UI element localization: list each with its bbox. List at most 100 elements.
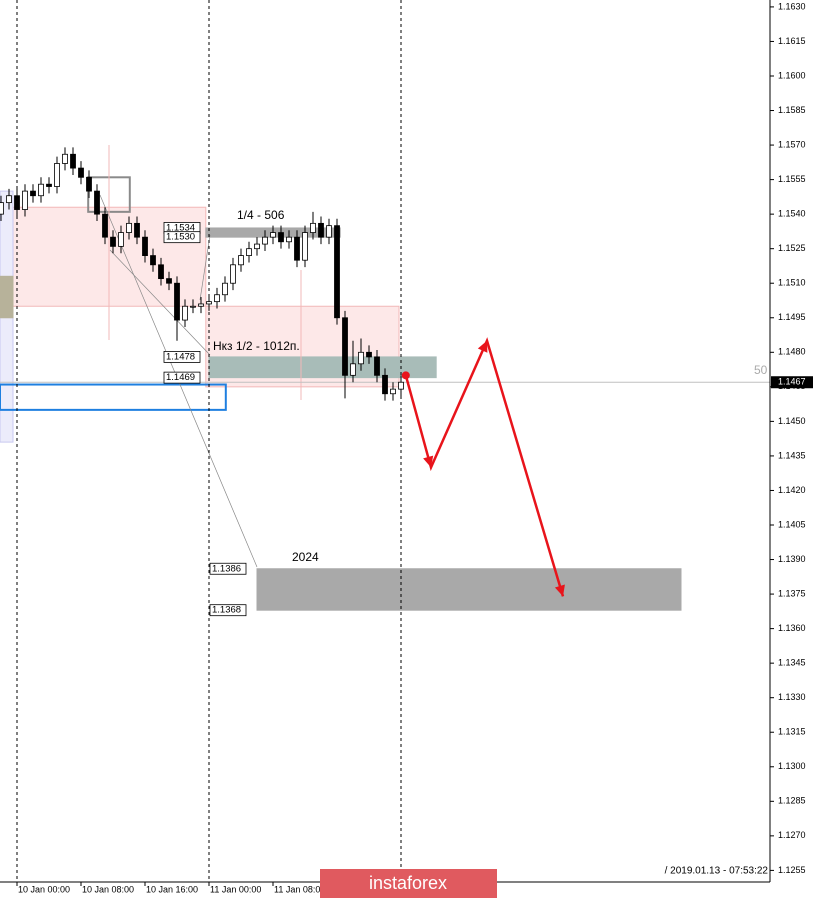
y-tick-label: 1.1450 <box>778 416 806 426</box>
candle-body <box>254 243 260 250</box>
candle-body <box>326 225 332 238</box>
candle-body <box>182 305 188 321</box>
candle-body <box>198 303 204 307</box>
arrowhead <box>554 584 565 597</box>
candle-body <box>94 190 100 215</box>
candle-body <box>78 167 84 178</box>
watermark: instaforex <box>369 873 447 893</box>
annotation: 50 <box>754 363 768 377</box>
price-label: 1.1469 <box>166 372 195 383</box>
candle-body <box>126 222 132 233</box>
candle-body <box>382 374 388 395</box>
y-tick-label: 1.1585 <box>778 105 806 115</box>
candle-body <box>150 255 156 266</box>
candle-body <box>206 301 212 305</box>
forecast-start <box>401 371 410 380</box>
trend-line <box>109 249 211 356</box>
y-tick-label: 1.1375 <box>778 588 806 598</box>
zone <box>0 383 227 411</box>
y-tick-label: 1.1315 <box>778 727 806 737</box>
current-price-label: 1.1467 <box>778 377 806 387</box>
candle-body <box>358 351 364 365</box>
y-tick-label: 1.1360 <box>778 623 806 633</box>
candle-body <box>6 195 12 204</box>
zone <box>256 568 682 611</box>
candle-body <box>190 305 196 308</box>
candle-body <box>278 232 284 243</box>
timestamp: / 2019.01.13 - 07:53:22 <box>665 866 769 877</box>
y-tick-label: 1.1555 <box>778 174 806 184</box>
y-tick-label: 1.1495 <box>778 312 806 322</box>
y-tick-label: 1.1270 <box>778 830 806 840</box>
candle-body <box>174 282 180 321</box>
annotation: 1/4 - 506 <box>237 208 285 222</box>
y-tick-label: 1.1285 <box>778 796 806 806</box>
y-tick-label: 1.1615 <box>778 36 806 46</box>
candle-body <box>350 363 356 376</box>
candle-body <box>118 232 124 247</box>
candle-body <box>390 388 396 395</box>
price-label-box <box>209 604 247 617</box>
candle-body <box>22 190 28 210</box>
y-tick-label: 1.1405 <box>778 519 806 529</box>
candle-body <box>222 282 228 296</box>
candle-body <box>46 183 52 187</box>
candle-body <box>366 351 372 358</box>
arrowhead <box>477 340 488 353</box>
candle-body <box>62 153 68 164</box>
price-label: 1.1368 <box>212 605 241 616</box>
candle-body <box>214 294 220 303</box>
candle-body <box>142 236 148 256</box>
candle-body <box>238 255 244 266</box>
y-tick-label: 1.1255 <box>778 865 806 875</box>
candles <box>0 147 404 401</box>
candle-body <box>270 232 276 238</box>
arrowhead <box>423 455 434 468</box>
zone <box>0 275 14 319</box>
annotation: Нкз 1/2 - 1012п. <box>213 339 300 353</box>
candle-body <box>110 236 116 247</box>
candle-body <box>294 236 300 261</box>
candle-body <box>342 317 348 376</box>
y-tick-label: 1.1630 <box>778 1 806 11</box>
candle-body <box>102 213 108 238</box>
y-tick-label: 1.1390 <box>778 554 806 564</box>
y-tick-label: 1.1600 <box>778 70 806 80</box>
price-label: 1.1386 <box>212 563 241 574</box>
candle-body <box>334 225 340 319</box>
y-tick-label: 1.1570 <box>778 139 806 149</box>
forecast-line <box>404 337 565 597</box>
candle-body <box>158 264 164 280</box>
candle-body <box>230 264 236 284</box>
candle-body <box>310 222 316 233</box>
price-label-box <box>209 562 247 575</box>
y-tick-label: 1.1435 <box>778 450 806 460</box>
x-tick-label: 10 Jan 00:00 <box>18 884 70 894</box>
candle-body <box>30 190 36 197</box>
x-tick-label: 10 Jan 08:00 <box>82 884 134 894</box>
y-tick-label: 1.1510 <box>778 278 806 288</box>
candle-body <box>54 163 60 187</box>
y-tick-label: 1.1420 <box>778 485 806 495</box>
y-tick-label: 1.1300 <box>778 761 806 771</box>
price-label-box <box>163 351 201 363</box>
price-label-box <box>163 231 201 244</box>
x-tick-label: 11 Jan 00:00 <box>210 884 261 894</box>
x-tick-label: 11 Jan 08:00 <box>274 884 325 894</box>
candle-body <box>398 381 404 390</box>
x-tick-label: 10 Jan 16:00 <box>146 884 198 894</box>
candle-body <box>286 236 292 243</box>
y-tick-label: 1.1525 <box>778 243 806 253</box>
y-tick-label: 1.1540 <box>778 209 806 219</box>
price-label-box <box>163 371 201 384</box>
candle-body <box>302 232 308 261</box>
candle-body <box>14 195 20 210</box>
y-tick-label: 1.1345 <box>778 658 806 668</box>
candle-body <box>262 236 268 245</box>
candle-body <box>70 153 76 169</box>
price-label: 1.1478 <box>166 351 195 362</box>
